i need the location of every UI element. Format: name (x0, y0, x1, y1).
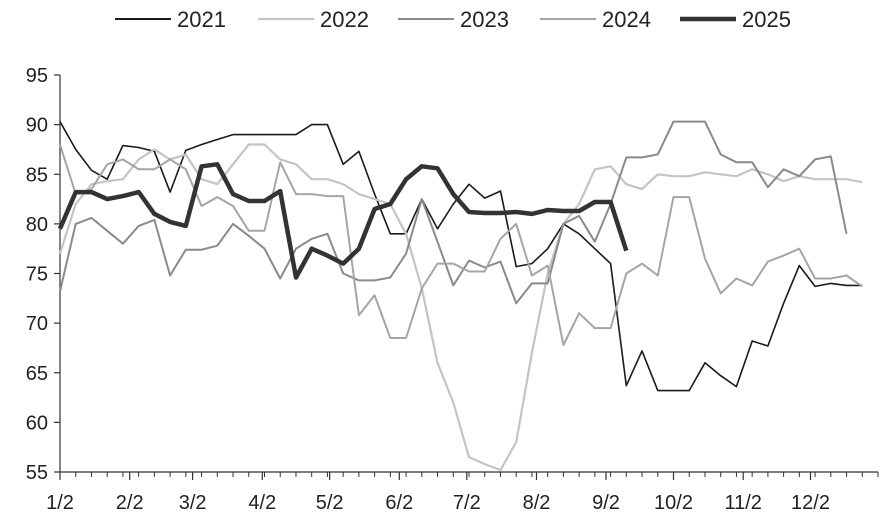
legend-item-2021: 2021 (115, 7, 226, 32)
legend-item-2025: 2025 (680, 7, 791, 32)
legend-item-2024: 2024 (540, 7, 651, 32)
y-tick-label: 85 (26, 164, 48, 186)
x-tick-label: 3/2 (179, 492, 207, 514)
y-tick-label: 60 (26, 412, 48, 434)
y-tick-label: 95 (26, 65, 48, 87)
series-line-2021 (59, 121, 863, 392)
y-tick-label: 90 (26, 115, 48, 137)
legend-item-2022: 2022 (258, 7, 369, 32)
series-line-2025 (57, 162, 629, 280)
x-tick-label: 5/2 (316, 492, 344, 514)
y-tick-label: 70 (26, 313, 48, 335)
x-tick-label: 2/2 (116, 492, 144, 514)
y-tick-label: 65 (26, 363, 48, 385)
x-tick-label: 10/2 (654, 492, 693, 514)
legend: 2021 2022 2023 2024 2025 (115, 7, 791, 32)
x-tick-label: 9/2 (592, 492, 620, 514)
x-tick-label: 12/2 (791, 492, 830, 514)
y-tick-label: 80 (26, 214, 48, 236)
legend-label: 2022 (320, 7, 369, 32)
series-line-2022 (58, 143, 863, 472)
x-axis: 1/2 2/2 3/2 4/2 5/2 6/2 7/2 8/2 9/2 10/2 11/2 12/2 (46, 471, 879, 514)
x-tick-label: 4/2 (248, 492, 276, 514)
y-tick-label: 75 (26, 264, 48, 286)
plot-area (57, 120, 863, 472)
legend-label: 2021 (177, 7, 226, 32)
x-tick-label: 7/2 (453, 492, 481, 514)
y-tick-label: 55 (26, 462, 48, 484)
y-axis: 55 60 65 70 75 80 85 90 95 (26, 65, 61, 484)
x-tick-label: 11/2 (724, 492, 761, 514)
legend-label: 2024 (602, 7, 651, 32)
x-tick-label: 1/2 (46, 492, 74, 514)
series-line-2023 (59, 120, 848, 305)
legend-label: 2023 (460, 7, 509, 32)
legend-label: 2025 (742, 7, 791, 32)
legend-item-2023: 2023 (398, 7, 509, 32)
x-tick-label: 6/2 (385, 492, 413, 514)
x-tick-label: 8/2 (523, 492, 551, 514)
